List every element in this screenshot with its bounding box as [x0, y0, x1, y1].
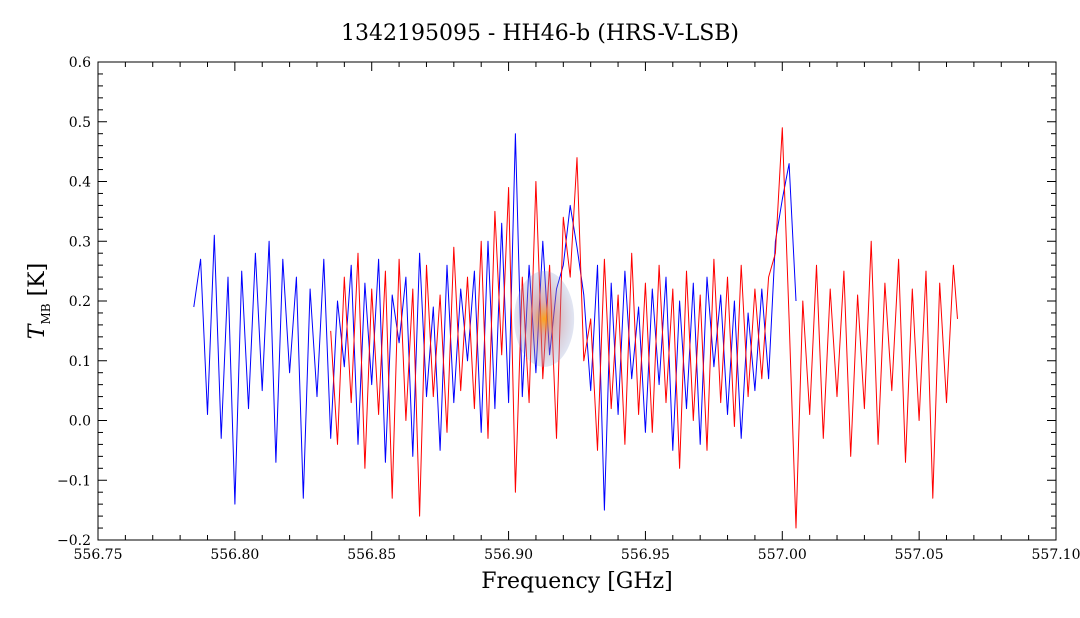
x-tick-label: 557.05: [895, 547, 944, 563]
chart-title: 1342195095 - HH46-b (HRS-V-LSB): [341, 21, 739, 46]
x-tick-label: 557.10: [1032, 547, 1080, 563]
y-tick-label: 0.1: [69, 354, 91, 370]
x-tick-label: 556.95: [621, 547, 670, 563]
y-tick-label: 0.0: [69, 414, 91, 430]
y-axis: −0.2 −0.1 0.0 0.1 0.2 0.3 0.4 0.5 0.6: [57, 55, 1056, 549]
x-tick-label: 557.00: [758, 547, 807, 563]
overlay-glow: [514, 270, 575, 367]
y-axis-label-sub: MB: [39, 303, 53, 324]
y-tick-label: 0.5: [69, 115, 91, 131]
x-axis: 556.75 556.80 556.85 556.90 556.95 557.00 557.…: [74, 62, 1080, 563]
y-tick-label: −0.1: [57, 473, 91, 489]
y-tick-label: 0.3: [69, 234, 91, 250]
y-axis-label-main: T: [25, 322, 50, 339]
y-tick-label: −0.2: [57, 533, 91, 549]
y-tick-label: 0.2: [69, 294, 91, 310]
y-tick-label: 0.4: [69, 175, 91, 191]
plot-area: [193, 127, 958, 529]
y-tick-label: 0.6: [69, 55, 91, 71]
x-axis-label: Frequency [GHz]: [481, 569, 673, 594]
series-line-1: [330, 127, 958, 529]
x-tick-label: 556.90: [484, 547, 533, 563]
y-axis-label-unit: [K]: [25, 263, 50, 304]
x-tick-label: 556.85: [347, 547, 396, 563]
series-line-0: [193, 133, 797, 511]
x-tick-label: 556.75: [74, 547, 123, 563]
y-axis-label: TMB [K]: [25, 263, 53, 339]
x-tick-label: 556.80: [210, 547, 259, 563]
